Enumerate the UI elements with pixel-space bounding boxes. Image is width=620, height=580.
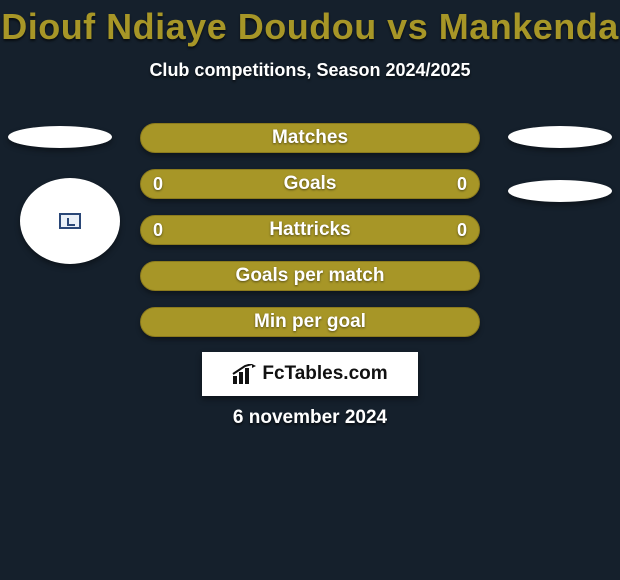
- logo-text: FcTables.com: [262, 363, 387, 385]
- stat-value-left: 0: [153, 174, 163, 195]
- stat-row: 0 Hattricks 0: [140, 215, 480, 245]
- stat-row: Min per goal: [140, 307, 480, 337]
- page-title: Diouf Ndiaye Doudou vs Mankenda: [0, 0, 620, 48]
- site-logo: FcTables.com: [202, 352, 418, 396]
- stat-value-right: 0: [457, 174, 467, 195]
- player-right-ellipse: [508, 126, 612, 148]
- stats-table: Matches 0 Goals 0 0 Hattricks 0 Goals pe…: [140, 123, 480, 353]
- stat-label: Hattricks: [269, 219, 350, 241]
- player-left-ellipse: [8, 126, 112, 148]
- bar-chart-icon: [232, 364, 256, 384]
- stat-label: Goals: [284, 173, 337, 195]
- player-right-ellipse-2: [508, 180, 612, 202]
- stat-label: Matches: [272, 127, 348, 149]
- stat-value-right: 0: [457, 220, 467, 241]
- player-left-badge-circle: [20, 178, 120, 264]
- stat-label: Min per goal: [254, 311, 366, 333]
- stat-label: Goals per match: [236, 265, 385, 287]
- stat-row: Goals per match: [140, 261, 480, 291]
- stat-row: 0 Goals 0: [140, 169, 480, 199]
- club-badge-icon: [59, 213, 81, 229]
- stat-row: Matches: [140, 123, 480, 153]
- stat-value-left: 0: [153, 220, 163, 241]
- date-label: 6 november 2024: [0, 407, 620, 429]
- page-subtitle: Club competitions, Season 2024/2025: [0, 60, 620, 81]
